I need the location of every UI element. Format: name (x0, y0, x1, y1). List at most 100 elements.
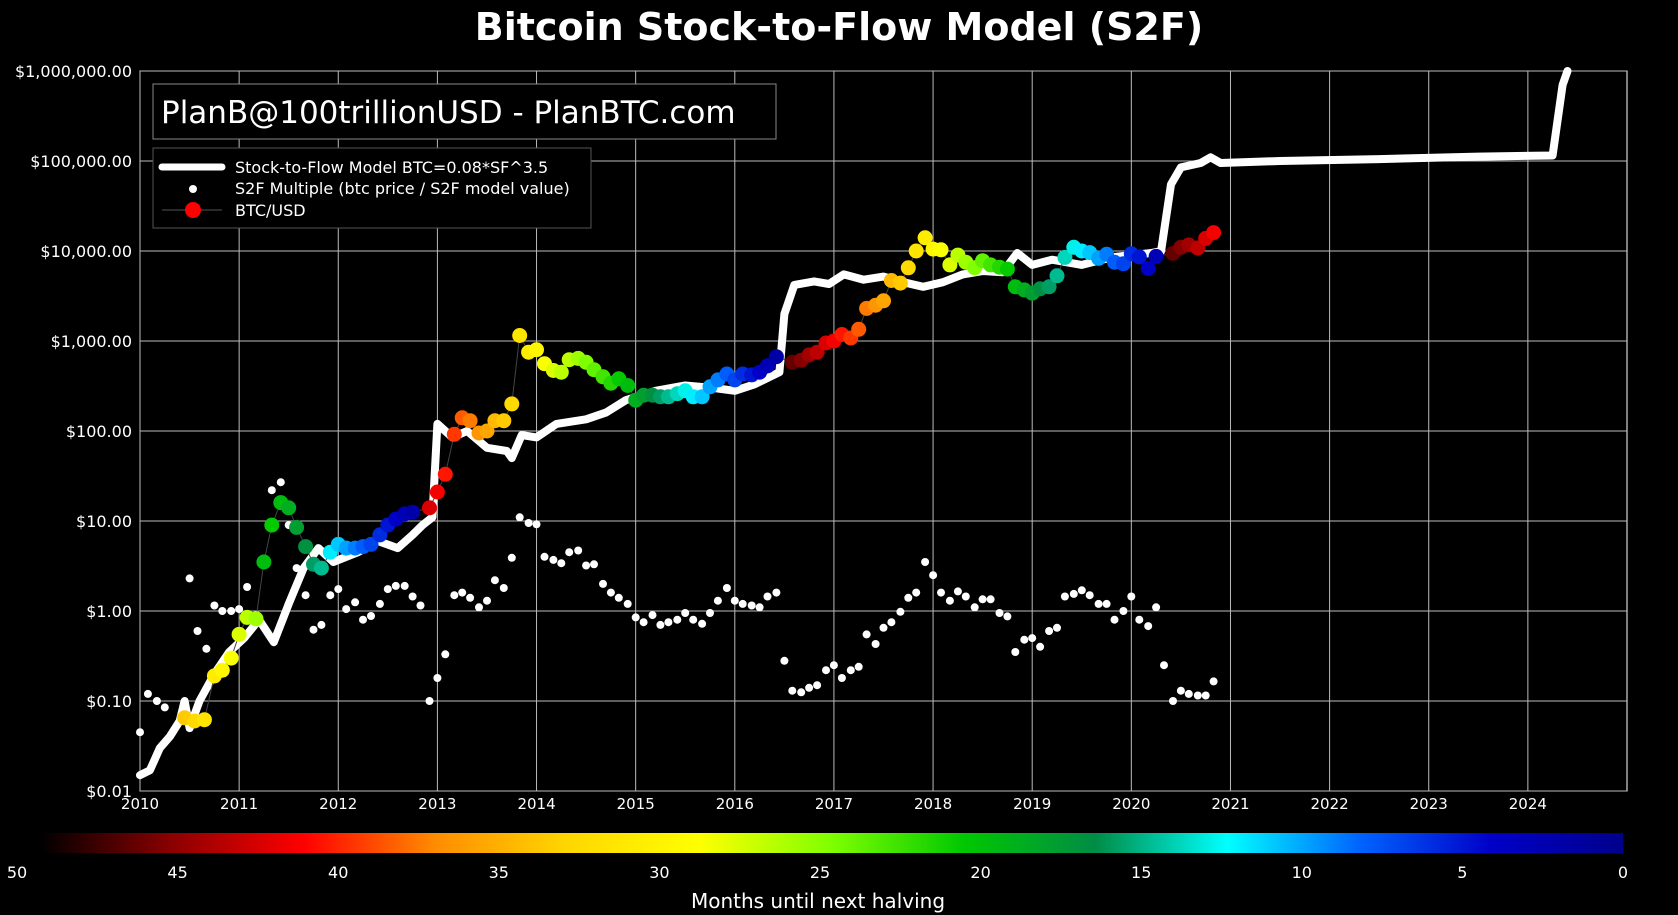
multiple-point (986, 595, 995, 604)
multiple-point (772, 588, 781, 597)
multiple-point (1011, 648, 1020, 656)
multiple-point (896, 607, 905, 616)
btc-price-point (422, 500, 437, 516)
multiple-point (673, 615, 682, 624)
multiple-point (937, 588, 945, 597)
x-tick-label: 2015 (617, 795, 655, 813)
multiple-point (227, 607, 236, 615)
btc-price-point (462, 413, 478, 429)
multiple-point (698, 619, 707, 628)
multiple-point (185, 574, 194, 583)
multiple-point (235, 605, 244, 614)
btc-price-point (851, 321, 867, 337)
y-axis-ticks: $0.01 $0.10 $1.00 $10.00 $100.00 $1,000.00 $10… (15, 62, 132, 801)
multiple-point (1160, 661, 1168, 670)
btc-price-point (429, 484, 445, 500)
colorbar-tick-label: 20 (970, 863, 990, 882)
multiple-point (713, 596, 722, 605)
multiple-point (1209, 677, 1218, 686)
btc-price-point (264, 517, 280, 533)
legend-label-btc: BTC/USD (235, 201, 306, 220)
multiple-point (631, 613, 640, 622)
multiple-point (755, 603, 764, 612)
y-tick-label: $0.10 (86, 692, 132, 711)
multiple-point (1193, 691, 1202, 700)
colorbar (40, 833, 1623, 853)
multiple-point (334, 585, 343, 594)
multiple-point (243, 583, 252, 591)
x-axis-ticks: 2010 2011 2012 2013 2014 2015 2016 2017 2018 2019… (121, 795, 1547, 813)
multiple-point (912, 588, 921, 597)
multiple-point (342, 605, 351, 614)
x-tick-label: 2024 (1509, 795, 1547, 813)
multiple-point (267, 486, 276, 495)
multiple-point (1144, 622, 1153, 631)
btc-price-point (479, 423, 495, 439)
y-tick-label: $1.00 (86, 602, 132, 621)
colorbar-label: Months until next halving (691, 889, 945, 913)
multiple-point (738, 599, 747, 608)
multiple-point (689, 615, 698, 624)
multiple-point (1110, 615, 1119, 624)
x-tick-label: 2012 (319, 795, 357, 813)
y-tick-label: $0.01 (86, 782, 132, 801)
multiple-point (515, 513, 524, 522)
multiple-point (425, 697, 434, 705)
legend-label-model: Stock-to-Flow Model BTC=0.08*SF^3.5 (235, 158, 548, 177)
x-tick-label: 2021 (1211, 795, 1249, 813)
btc-price-point (1131, 249, 1147, 265)
multiple-point (1176, 686, 1185, 695)
multiple-point (879, 623, 888, 632)
btc-price-point (900, 260, 916, 276)
btc-price-point (496, 413, 512, 429)
btc-price-point (917, 230, 933, 246)
colorbar-tick-label: 50 (7, 863, 27, 882)
btc-price-point (231, 626, 247, 642)
multiple-point (978, 595, 987, 604)
btc-price-point (1115, 256, 1131, 272)
x-tick-label: 2010 (121, 795, 159, 813)
multiple-point (813, 681, 822, 690)
multiple-point (565, 548, 574, 557)
colorbar-tick-label: 0 (1618, 863, 1628, 882)
btc-price-point (504, 396, 520, 412)
legend-label-multiple: S2F Multiple (btc price / S2F model valu… (235, 179, 570, 198)
y-tick-label: $100.00 (66, 422, 132, 441)
multiple-point (961, 592, 970, 601)
multiple-point (854, 662, 863, 671)
multiple-point (1169, 697, 1177, 705)
btc-price-point (313, 560, 329, 576)
legend: Stock-to-Flow Model BTC=0.08*SF^3.5 S2F … (152, 147, 592, 229)
multiple-point (904, 593, 913, 602)
y-tick-label: $1,000.00 (51, 332, 132, 351)
multiple-point (301, 591, 310, 600)
multiple-point (475, 603, 483, 612)
multiple-point (540, 552, 549, 561)
y-tick-label: $1,000,000.00 (15, 62, 132, 81)
btc-price-point (446, 426, 462, 442)
multiple-point (921, 558, 930, 566)
btc-price-point (1140, 260, 1156, 276)
x-tick-label: 2020 (1112, 795, 1150, 813)
btc-price-point (256, 554, 272, 570)
multiple-point (1102, 599, 1111, 608)
legend-swatch-btc (185, 202, 201, 218)
btc-price-point (876, 293, 891, 309)
multiple-point (383, 585, 392, 594)
multiple-point (574, 546, 583, 555)
multiple-point (400, 581, 409, 590)
chart-title: Bitcoin Stock-to-Flow Model (S2F) (475, 5, 1203, 49)
multiple-point (441, 650, 450, 659)
colorbar-tick-label: 25 (810, 863, 830, 882)
x-tick-label: 2014 (517, 795, 555, 813)
multiple-point (1060, 592, 1069, 601)
multiple-point (450, 591, 459, 600)
x-tick-label: 2016 (716, 795, 754, 813)
multiple-point (152, 697, 161, 705)
multiple-point (1152, 603, 1161, 612)
colorbar-tick-label: 10 (1292, 863, 1312, 882)
multiple-point (664, 618, 673, 627)
multiple-point (871, 640, 880, 648)
multiple-point (507, 553, 516, 562)
multiple-point (1135, 615, 1144, 624)
